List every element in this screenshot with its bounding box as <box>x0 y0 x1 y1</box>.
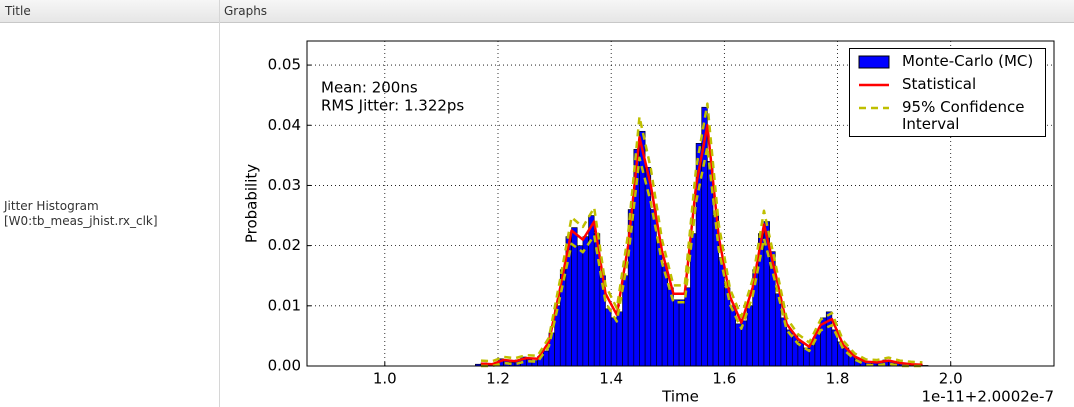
histogram-bar <box>656 239 663 367</box>
x-tick-label: 1.2 <box>486 370 510 388</box>
y-tick-label: 0.03 <box>268 176 301 194</box>
histogram-bar <box>791 335 799 367</box>
histogram-bar <box>673 299 680 367</box>
column-header[interactable]: Graphs <box>224 4 268 18</box>
histogram-bar <box>582 236 589 367</box>
table-header: Title Graphs <box>0 0 1074 23</box>
confidence-line <box>481 145 923 368</box>
histogram-bar <box>605 308 612 367</box>
histogram-bar <box>808 344 816 367</box>
x-tick-label: 1.6 <box>712 370 736 388</box>
plot-frame <box>306 40 1055 367</box>
legend-swatch <box>858 55 890 69</box>
column-header[interactable]: Title <box>5 4 31 18</box>
y-axis-label: Probability <box>243 164 261 243</box>
histogram-bar <box>814 332 821 367</box>
histogram-bar <box>678 299 686 367</box>
legend: Monte-Carlo (MC) Statistical 95% Confidenc… <box>849 48 1046 137</box>
histogram-bar <box>616 311 623 367</box>
histogram-bar <box>735 323 742 367</box>
row-title: [W0:tb_meas_jhist.rx_clk] <box>4 214 158 228</box>
y-tick-label: 0.02 <box>268 236 301 254</box>
legend-entry: Statistical <box>858 76 1042 93</box>
row-title: Jitter Histogram <box>4 199 99 213</box>
legend-label: Statistical <box>902 75 977 93</box>
histogram-bar <box>729 305 736 367</box>
x-axis-label: Time <box>661 388 699 406</box>
legend-swatch <box>859 83 889 87</box>
y-tick-label: 0.04 <box>268 116 301 134</box>
legend-entry: Monte-Carlo (MC) <box>858 53 1042 70</box>
histogram-bar <box>542 350 550 367</box>
legend-swatch <box>859 106 889 110</box>
annotation: RMS Jitter: 1.322ps <box>321 97 464 115</box>
histogram-bar <box>588 215 595 367</box>
histogram-bar <box>571 227 578 367</box>
histogram-bar <box>684 287 691 367</box>
legend-label: Monte-Carlo (MC) <box>902 52 1034 70</box>
legend-label: 95% Confidence Interval <box>902 98 1025 133</box>
x-tick-label: 1.0 <box>373 370 397 388</box>
x-tick-label: 1.4 <box>599 370 623 388</box>
legend-patch <box>858 55 890 69</box>
y-tick-label: 0.05 <box>268 56 301 74</box>
histogram-bar <box>610 317 618 367</box>
legend-entry: 95% Confidence Interval <box>858 99 1042 133</box>
histogram-bar <box>774 293 782 367</box>
histogram-bar <box>644 167 652 367</box>
y-tick-label: 0.01 <box>268 296 301 314</box>
y-tick-label: 0.00 <box>268 357 301 375</box>
histogram-bar <box>661 263 669 367</box>
x-tick-label: 1.8 <box>826 370 850 388</box>
histogram-bar <box>690 233 697 367</box>
histogram-bar <box>746 305 753 367</box>
column-divider <box>219 0 220 407</box>
histogram-bar <box>576 245 584 367</box>
annotation: Mean: 200ns <box>321 79 418 97</box>
x-offset-label: 1e-11+2.0002e-7 <box>921 388 1054 406</box>
confidence-line <box>480 102 923 364</box>
x-tick-label: 2.0 <box>939 370 963 388</box>
histogram-bar <box>650 209 657 367</box>
